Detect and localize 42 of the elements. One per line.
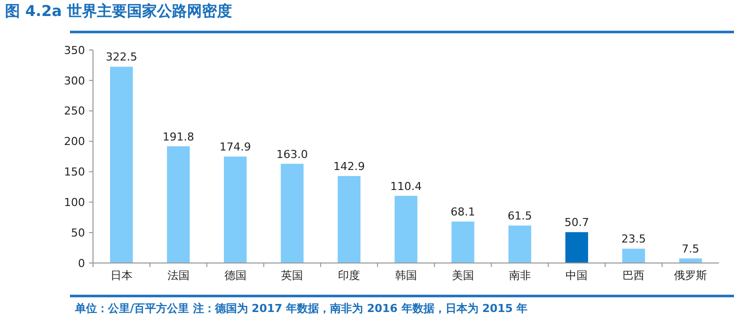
bar: [622, 248, 646, 263]
x-tick-label: 美国: [452, 269, 474, 282]
y-tick-label: 300: [64, 74, 85, 88]
x-tick-label: 印度: [338, 269, 360, 282]
data-label: 23.5: [621, 232, 646, 246]
y-tick-label: 100: [64, 196, 85, 209]
y-tick-label: 150: [64, 166, 85, 179]
y-tick-label: 50: [71, 226, 85, 240]
data-label: 68.1: [450, 206, 476, 219]
data-label: 61.5: [508, 210, 532, 223]
y-tick-label: 0: [78, 256, 85, 270]
y-tick-label: 350: [64, 44, 85, 57]
bar: [394, 196, 418, 263]
data-label: 7.5: [682, 242, 700, 256]
data-label: 174.9: [220, 140, 252, 154]
x-tick-label: 英国: [281, 269, 304, 282]
data-label: 110.4: [390, 180, 422, 193]
x-tick-label: 日本: [110, 269, 132, 282]
data-label: 142.9: [333, 160, 365, 174]
x-tick-label: 中国: [566, 269, 588, 282]
data-label: 191.8: [162, 130, 194, 144]
bar: [452, 222, 474, 263]
data-label: 163.0: [276, 148, 308, 161]
text: 单位：公里/百平方公里 注：德国为 2017 年数据，南非为 2016 年数据，日本为 2015 年: [74, 302, 528, 315]
bar: [280, 164, 304, 263]
y-tick-label: 250: [64, 104, 85, 118]
chart-title: 图 4.2a 世界主要国家公路网密度: [5, 2, 232, 20]
x-tick-label: 法国: [167, 269, 190, 282]
x-tick-label: 巴西: [622, 269, 645, 282]
data-label: 322.5: [106, 50, 138, 64]
bar: [338, 176, 360, 263]
bar: [224, 156, 247, 263]
y-tick-label: 200: [64, 135, 85, 148]
data-label: 50.7: [564, 216, 589, 230]
bar: [110, 66, 133, 263]
x-tick-label: 韩国: [395, 269, 417, 282]
x-tick-label: 南非: [508, 269, 531, 282]
x-tick-label: 俄罗斯: [674, 269, 708, 282]
x-tick-label: 德国: [224, 269, 246, 282]
bar: [166, 146, 190, 263]
bar: [508, 226, 532, 263]
bar: [565, 232, 588, 263]
